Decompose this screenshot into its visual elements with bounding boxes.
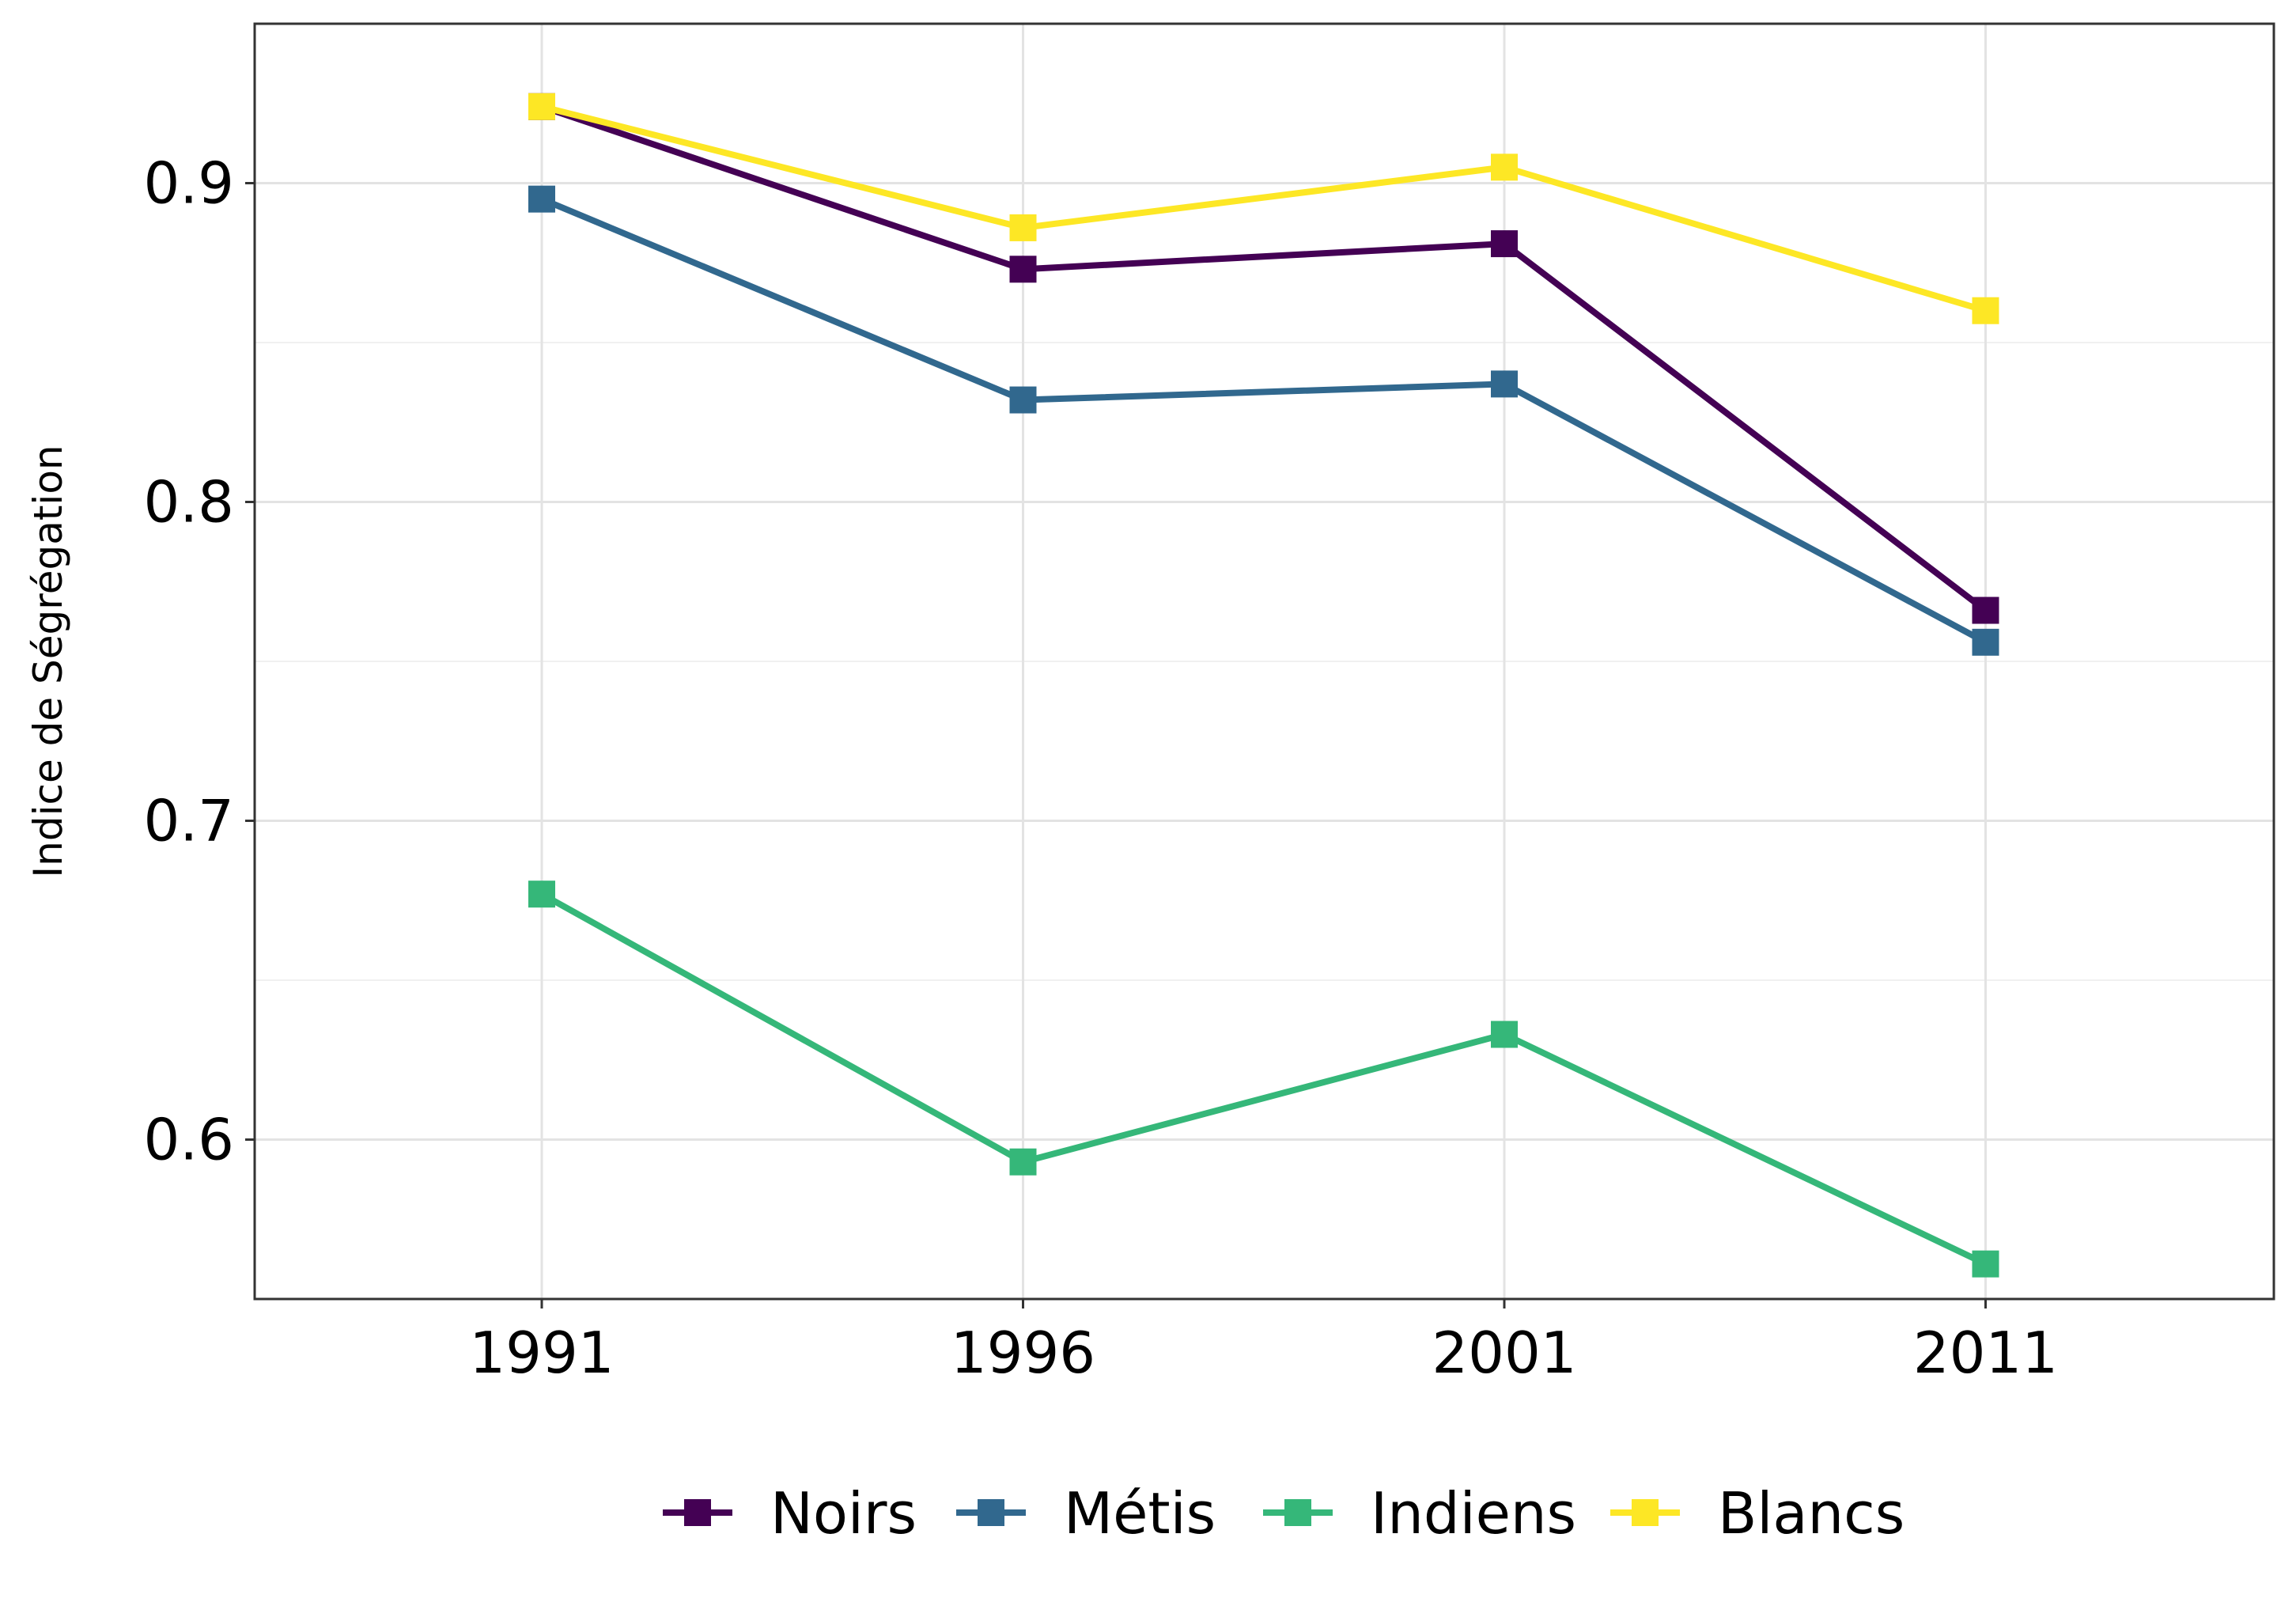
- x-tick-label: 2001: [1432, 1320, 1576, 1386]
- data-point-marker: [1972, 596, 1999, 624]
- legend-label: Métis: [1064, 1480, 1216, 1547]
- y-axis-title: Indice de Ségrégation: [25, 445, 71, 877]
- data-point-marker: [1009, 256, 1037, 283]
- legend: Noirs Métis Indiens Blancs: [663, 1480, 1905, 1547]
- data-point-marker: [1491, 370, 1518, 398]
- data-point-marker: [1972, 1250, 1999, 1278]
- legend-key-marker: [978, 1499, 1004, 1526]
- data-point-marker: [528, 185, 555, 213]
- x-tick-label: 1991: [469, 1320, 614, 1386]
- series-blancs: [528, 93, 1999, 324]
- data-point-marker: [1491, 153, 1518, 181]
- series-line: [541, 103, 1987, 314]
- series-line: [540, 891, 1988, 1267]
- data-point-marker: [528, 881, 555, 908]
- legend-item-indiens: Indiens: [1263, 1480, 1576, 1547]
- data-point-marker: [1972, 297, 1999, 324]
- data-point-marker: [1009, 1148, 1037, 1176]
- plot-panel-border: [253, 22, 2275, 1301]
- legend-item-blancs: Blancs: [1610, 1480, 1905, 1547]
- x-tick-label: 2011: [1913, 1320, 2058, 1386]
- x-tick-label: 1996: [951, 1320, 1095, 1386]
- legend-label: Indiens: [1371, 1480, 1576, 1547]
- data-point-marker: [1491, 1021, 1518, 1048]
- series-indiens: [528, 881, 1999, 1278]
- series-line: [540, 195, 1988, 646]
- data-point-marker: [1009, 386, 1037, 414]
- legend-label: Noirs: [770, 1480, 917, 1547]
- y-tick-label: 0.9: [143, 150, 234, 217]
- data-point-marker: [528, 93, 555, 120]
- legend-key-marker: [684, 1499, 711, 1526]
- data-point-marker: [1491, 230, 1518, 258]
- legend-key-marker: [1632, 1499, 1659, 1526]
- legend-key-marker: [1284, 1499, 1311, 1526]
- legend-label: Blancs: [1718, 1480, 1905, 1547]
- data-point-marker: [1009, 214, 1037, 241]
- y-tick-label: 0.6: [143, 1107, 234, 1173]
- legend-item-métis: Métis: [956, 1480, 1216, 1547]
- data-point-marker: [1972, 628, 1999, 656]
- series-métis: [528, 185, 1999, 656]
- series-line: [540, 103, 1988, 613]
- y-tick-label: 0.7: [143, 788, 234, 854]
- legend-item-noirs: Noirs: [663, 1480, 917, 1547]
- axes: 0.6 0.7 0.8 0.9 1991 1996 2001 2011: [143, 150, 2058, 1387]
- y-tick-label: 0.8: [143, 469, 234, 536]
- series-layer: [528, 93, 1999, 1278]
